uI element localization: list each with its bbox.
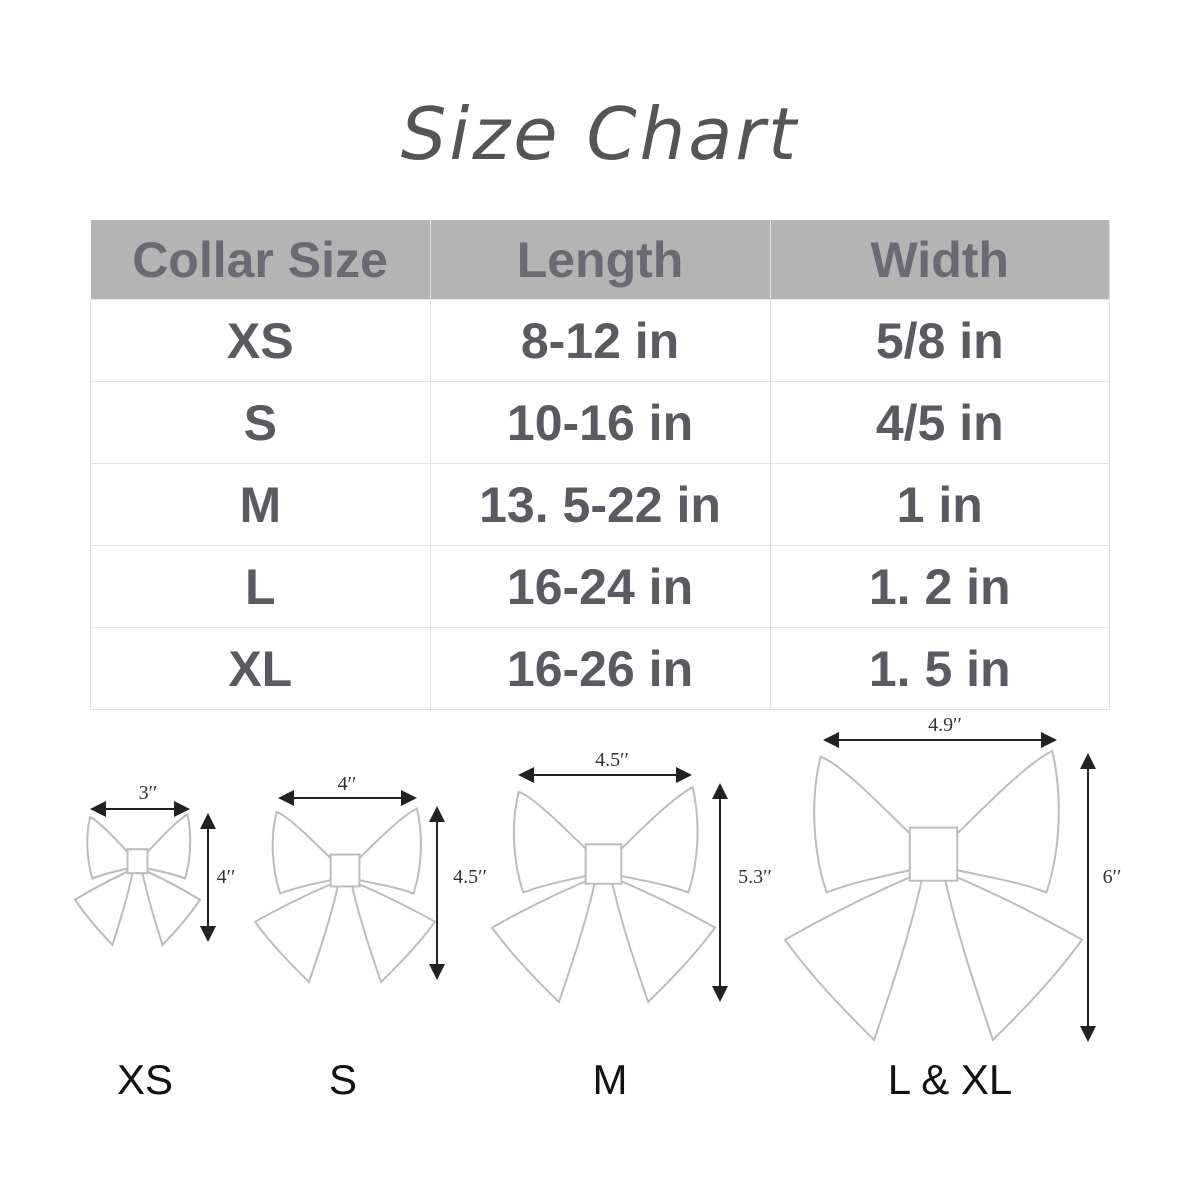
header-width: Width <box>770 220 1110 300</box>
header-length: Length <box>430 220 771 300</box>
bow-s-image <box>254 807 436 983</box>
cell-length: 8-12 in <box>429 299 771 382</box>
cell-width: 1 in <box>769 463 1110 546</box>
bow-s-caption: S <box>328 1056 358 1103</box>
table-row: L 16-24 in 1. 2 in <box>90 545 1110 628</box>
page-title: Size Chart <box>400 92 800 176</box>
bow-lxl-caption: L & XL <box>887 1056 1013 1103</box>
cell-size: S <box>90 381 431 464</box>
header-collar-size: Collar Size <box>90 220 431 300</box>
cell-width: 5/8 in <box>769 299 1110 382</box>
bow-m-height-label: 5.3′′ <box>738 866 772 888</box>
bow-xs-height-label: 4′′ <box>216 866 236 888</box>
table-row: XL 16-26 in 1. 5 in <box>90 627 1110 710</box>
bow-s-width-label: 4′′ <box>337 773 357 795</box>
cell-length: 10-16 in <box>429 381 771 464</box>
table-header-row: Collar Size Length Width <box>90 220 1110 300</box>
size-table: Collar Size Length Width XS 8-12 in 5/8 in… <box>90 220 1110 710</box>
bow-m-width-label: 4.5′′ <box>595 749 629 771</box>
cell-width: 1. 5 in <box>769 627 1110 710</box>
bow-m-image <box>490 786 717 1004</box>
bow-xs-width-label: 3′′ <box>138 782 158 804</box>
table-row: XS 8-12 in 5/8 in <box>90 299 1110 382</box>
bow-xs-image <box>73 813 202 947</box>
table-row: S 10-16 in 4/5 in <box>90 381 1110 464</box>
bow-lxl-image <box>783 749 1084 1042</box>
bow-lxl-width-label: 4.9′′ <box>928 714 962 736</box>
cell-size: M <box>90 463 431 546</box>
bow-lxl-height-label: 6′′ <box>1102 866 1122 888</box>
table-row: M 13. 5-22 in 1 in <box>90 463 1110 546</box>
cell-size: L <box>90 545 431 628</box>
cell-length: 13. 5-22 in <box>429 463 771 546</box>
bow-m-caption: M <box>592 1056 628 1103</box>
bow-xs-caption: XS <box>116 1056 174 1103</box>
cell-length: 16-24 in <box>429 545 771 628</box>
cell-width: 4/5 in <box>769 381 1110 464</box>
cell-width: 1. 2 in <box>769 545 1110 628</box>
cell-length: 16-26 in <box>429 627 771 710</box>
cell-size: XS <box>90 299 431 382</box>
bow-s-height-label: 4.5′′ <box>453 866 487 888</box>
